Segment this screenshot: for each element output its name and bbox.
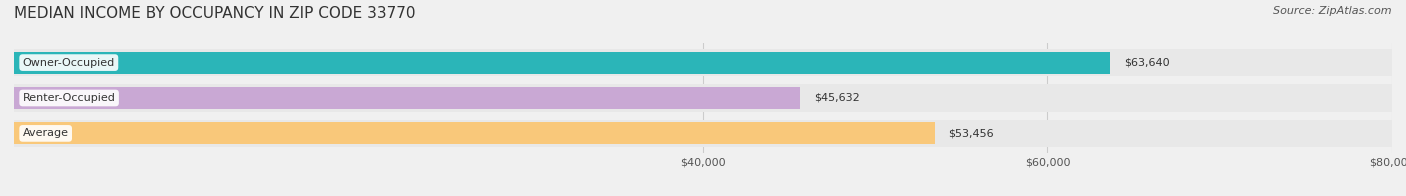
Bar (14, 49, 1392, 76)
Text: MEDIAN INCOME BY OCCUPANCY IN ZIP CODE 33770: MEDIAN INCOME BY OCCUPANCY IN ZIP CODE 3… (14, 6, 416, 21)
Bar (14, 84, 1392, 112)
Text: Owner-Occupied: Owner-Occupied (22, 58, 115, 68)
Text: Renter-Occupied: Renter-Occupied (22, 93, 115, 103)
Bar (14, 120, 1392, 147)
Text: Source: ZipAtlas.com: Source: ZipAtlas.com (1274, 6, 1392, 16)
Text: $63,640: $63,640 (1123, 58, 1170, 68)
Bar (14, 52, 1111, 74)
Text: $53,456: $53,456 (949, 128, 994, 138)
Bar (14, 122, 935, 144)
Text: $45,632: $45,632 (814, 93, 859, 103)
Bar (14, 87, 800, 109)
Text: Average: Average (22, 128, 69, 138)
